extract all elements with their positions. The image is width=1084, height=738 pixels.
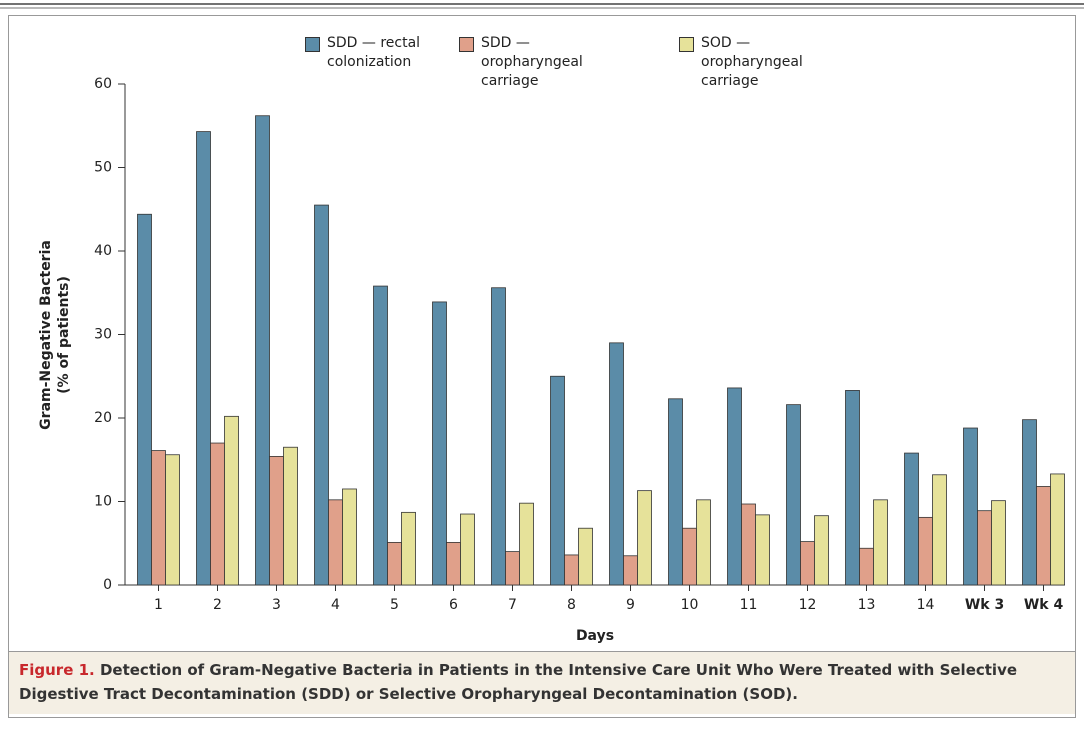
bar: [741, 503, 756, 586]
y-axis-title: (% of patients): [56, 276, 72, 394]
x-tick-label: 14: [917, 597, 935, 613]
y-tick-label: 40: [94, 243, 112, 259]
legend-item: SDD — oropharyngeal carriage: [459, 34, 631, 91]
legend-item: SDD — rectal colonization: [305, 34, 445, 72]
caption-label: Figure 1.: [19, 661, 95, 679]
bar: [446, 542, 461, 586]
bar: [151, 450, 166, 586]
bar: [342, 488, 357, 586]
bar: [519, 502, 534, 586]
bar: [637, 490, 652, 586]
bar: [505, 551, 520, 586]
legend-label: SDD — oropharyngeal carriage: [481, 35, 583, 89]
x-tick-label: 7: [508, 597, 517, 613]
bar: [491, 287, 506, 586]
bar: [845, 390, 860, 586]
legend-label: SDD — rectal colonization: [327, 35, 421, 70]
bar: [387, 542, 402, 586]
bar: [932, 474, 947, 586]
x-tick-label: 10: [681, 597, 699, 613]
bar: [314, 204, 329, 586]
bar: [755, 514, 770, 586]
bar: [564, 554, 579, 586]
bar: [859, 547, 874, 586]
caption: Figure 1. Detection of Gram-Negative Bac…: [9, 651, 1075, 714]
legend-swatch: [459, 37, 474, 52]
bar: [578, 527, 593, 586]
x-tick-label: 13: [858, 597, 876, 613]
x-tick-label: 1: [154, 597, 163, 613]
bar: [210, 442, 225, 586]
bar: [137, 213, 152, 586]
y-tick-label: 50: [94, 160, 112, 176]
bar: [401, 511, 416, 586]
caption-text: Detection of Gram-Negative Bacteria in P…: [19, 661, 1018, 703]
bar: [269, 456, 284, 586]
bar: [283, 446, 298, 586]
bar: [165, 454, 180, 586]
bar: [373, 285, 388, 586]
bar: [224, 415, 239, 586]
bar: [873, 499, 888, 586]
bar: [255, 115, 270, 586]
bar: [1022, 419, 1037, 586]
y-tick-label: 10: [94, 494, 112, 510]
bar: [328, 499, 343, 586]
bar: [727, 387, 742, 586]
y-tick-label: 30: [94, 327, 112, 343]
y-axis-title: Gram-Negative Bacteria: [38, 240, 54, 430]
x-tick-label: Wk 4: [1024, 597, 1064, 613]
bar: [460, 513, 475, 586]
bar: [609, 342, 624, 586]
bar: [696, 499, 711, 586]
legend-item: SOD — oropharyngeal carriage: [679, 34, 851, 91]
bar: [977, 510, 992, 586]
x-tick-label: 9: [626, 597, 635, 613]
bar: [991, 500, 1006, 586]
bar: [1050, 473, 1065, 586]
bar: [682, 527, 697, 586]
y-tick-label: 20: [94, 410, 112, 426]
legend-swatch: [305, 37, 320, 52]
bar: [786, 404, 801, 586]
bar: [1036, 486, 1051, 586]
bar: [918, 516, 933, 586]
x-tick-label: 2: [213, 597, 222, 613]
bar: [432, 301, 447, 586]
x-axis-title: Days: [576, 628, 614, 644]
bar: [196, 131, 211, 586]
y-tick-label: 60: [94, 76, 112, 92]
x-tick-label: 6: [449, 597, 458, 613]
bar: [904, 452, 919, 586]
x-tick-label: 12: [799, 597, 817, 613]
x-tick-label: 8: [567, 597, 576, 613]
legend-label: SOD — oropharyngeal carriage: [701, 35, 803, 89]
panel: [8, 15, 1076, 718]
x-tick-label: 3: [272, 597, 281, 613]
bar: [550, 375, 565, 586]
bar: [963, 427, 978, 586]
x-tick-label: 11: [740, 597, 758, 613]
x-tick-label: 4: [331, 597, 340, 613]
x-tick-label: 5: [390, 597, 399, 613]
bar: [668, 398, 683, 586]
bar: [800, 541, 815, 586]
legend-swatch: [679, 37, 694, 52]
x-tick-label: Wk 3: [965, 597, 1004, 613]
bar: [623, 555, 638, 586]
y-tick-label: 0: [103, 577, 112, 593]
bar: [814, 515, 829, 586]
